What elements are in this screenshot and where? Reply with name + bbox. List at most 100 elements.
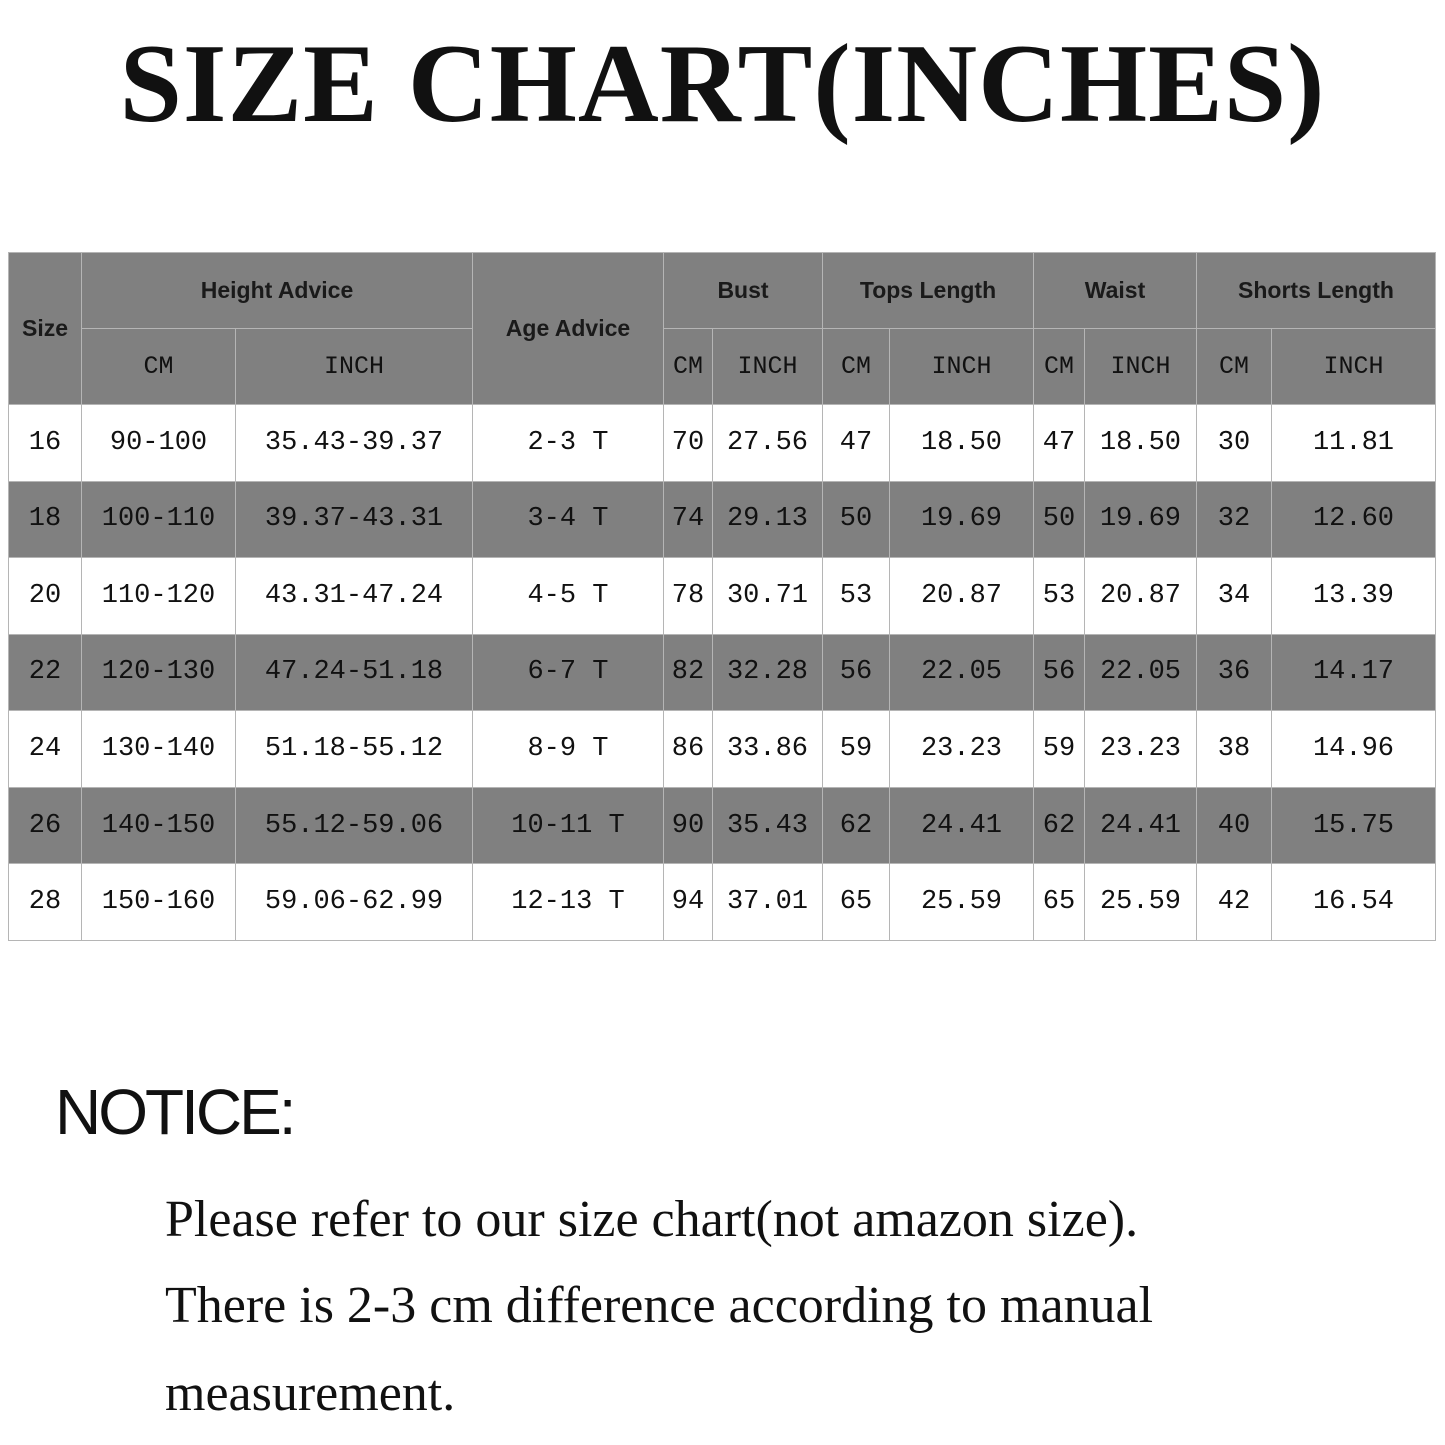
data-cell: 37.01 — [712, 863, 823, 941]
header-group: Waist — [1033, 252, 1197, 329]
data-cell: 24 — [8, 710, 82, 788]
data-cell: 100-110 — [81, 480, 236, 559]
data-cell: 24.41 — [889, 786, 1034, 865]
data-cell: 15.75 — [1271, 786, 1436, 865]
data-cell: 70 — [663, 404, 713, 482]
subheader-cell: INCH — [1271, 328, 1436, 405]
header-cell: Size — [8, 252, 82, 405]
data-cell: 90-100 — [81, 404, 236, 482]
data-cell: 47.24-51.18 — [235, 633, 473, 712]
data-cell: 25.59 — [1084, 863, 1197, 941]
data-cell: 55.12-59.06 — [235, 786, 473, 865]
data-cell: 140-150 — [81, 786, 236, 865]
subheader-cell: INCH — [712, 328, 823, 405]
data-cell: 34 — [1196, 557, 1272, 635]
notice-line: There is 2-3 cm difference according to … — [165, 1277, 1154, 1334]
notice-heading: NOTICE: — [55, 1076, 297, 1148]
data-cell: 40 — [1196, 786, 1272, 865]
data-cell: 51.18-55.12 — [235, 710, 473, 788]
data-cell: 30 — [1196, 404, 1272, 482]
data-cell: 20.87 — [1084, 557, 1197, 635]
data-cell: 18.50 — [889, 404, 1034, 482]
data-cell: 94 — [663, 863, 713, 941]
data-cell: 65 — [822, 863, 890, 941]
data-cell: 11.81 — [1271, 404, 1436, 482]
subheader-cell: CM — [663, 328, 713, 405]
data-cell: 18 — [8, 480, 82, 559]
header-group: Tops Length — [822, 252, 1034, 329]
title: SIZE CHART(INCHES) — [119, 22, 1326, 146]
subheader-cell: INCH — [1084, 328, 1197, 405]
data-cell: 16 — [8, 404, 82, 482]
data-cell: 130-140 — [81, 710, 236, 788]
data-cell: 16.54 — [1271, 863, 1436, 941]
data-cell: 26 — [8, 786, 82, 865]
data-cell: 14.17 — [1271, 633, 1436, 712]
data-cell: 29.13 — [712, 480, 823, 559]
data-cell: 35.43-39.37 — [235, 404, 473, 482]
data-cell: 65 — [1033, 863, 1085, 941]
data-cell: 3-4 T — [472, 480, 664, 559]
subheader-cell: INCH — [235, 328, 473, 405]
data-cell: 59.06-62.99 — [235, 863, 473, 941]
data-cell: 24.41 — [1084, 786, 1197, 865]
data-cell: 6-7 T — [472, 633, 664, 712]
data-cell: 23.23 — [1084, 710, 1197, 788]
size-table: Size Height Advice CM INCH Age Advice Bust CM I… — [8, 252, 1436, 941]
data-cell: 78 — [663, 557, 713, 635]
subheader-cell: CM — [1033, 328, 1085, 405]
data-cell: 50 — [822, 480, 890, 559]
data-cell: 120-130 — [81, 633, 236, 712]
data-cell: 47 — [822, 404, 890, 482]
data-cell: 13.39 — [1271, 557, 1436, 635]
data-cell: 14.96 — [1271, 710, 1436, 788]
subheader-cell: CM — [822, 328, 890, 405]
data-cell: 33.86 — [712, 710, 823, 788]
data-cell: 62 — [1033, 786, 1085, 865]
data-cell: 19.69 — [1084, 480, 1197, 559]
data-cell: 38 — [1196, 710, 1272, 788]
data-cell: 27.56 — [712, 404, 823, 482]
header-group: Bust — [663, 252, 823, 329]
data-cell: 10-11 T — [472, 786, 664, 865]
data-cell: 20.87 — [889, 557, 1034, 635]
data-cell: 22 — [8, 633, 82, 712]
data-cell: 36 — [1196, 633, 1272, 712]
data-cell: 110-120 — [81, 557, 236, 635]
subheader-cell: CM — [81, 328, 236, 405]
subheader-cell: CM — [1196, 328, 1272, 405]
data-cell: 20 — [8, 557, 82, 635]
data-cell: 53 — [1033, 557, 1085, 635]
data-cell: 22.05 — [889, 633, 1034, 712]
data-cell: 150-160 — [81, 863, 236, 941]
data-cell: 32 — [1196, 480, 1272, 559]
data-cell: 39.37-43.31 — [235, 480, 473, 559]
header-cell: Age Advice — [472, 252, 664, 405]
data-cell: 18.50 — [1084, 404, 1197, 482]
header-group: Shorts Length — [1196, 252, 1436, 329]
data-cell: 90 — [663, 786, 713, 865]
data-cell: 59 — [822, 710, 890, 788]
data-cell: 12-13 T — [472, 863, 664, 941]
data-cell: 35.43 — [712, 786, 823, 865]
data-cell: 62 — [822, 786, 890, 865]
data-cell: 30.71 — [712, 557, 823, 635]
data-cell: 12.60 — [1271, 480, 1436, 559]
data-cell: 8-9 T — [472, 710, 664, 788]
data-cell: 22.05 — [1084, 633, 1197, 712]
subheader-cell: INCH — [889, 328, 1034, 405]
header-group: Height Advice — [81, 252, 473, 329]
data-cell: 32.28 — [712, 633, 823, 712]
data-cell: 74 — [663, 480, 713, 559]
data-cell: 82 — [663, 633, 713, 712]
data-cell: 86 — [663, 710, 713, 788]
data-cell: 2-3 T — [472, 404, 664, 482]
data-cell: 56 — [1033, 633, 1085, 712]
data-cell: 43.31-47.24 — [235, 557, 473, 635]
data-cell: 4-5 T — [472, 557, 664, 635]
data-cell: 42 — [1196, 863, 1272, 941]
data-cell: 19.69 — [889, 480, 1034, 559]
data-cell: 28 — [8, 863, 82, 941]
data-cell: 53 — [822, 557, 890, 635]
